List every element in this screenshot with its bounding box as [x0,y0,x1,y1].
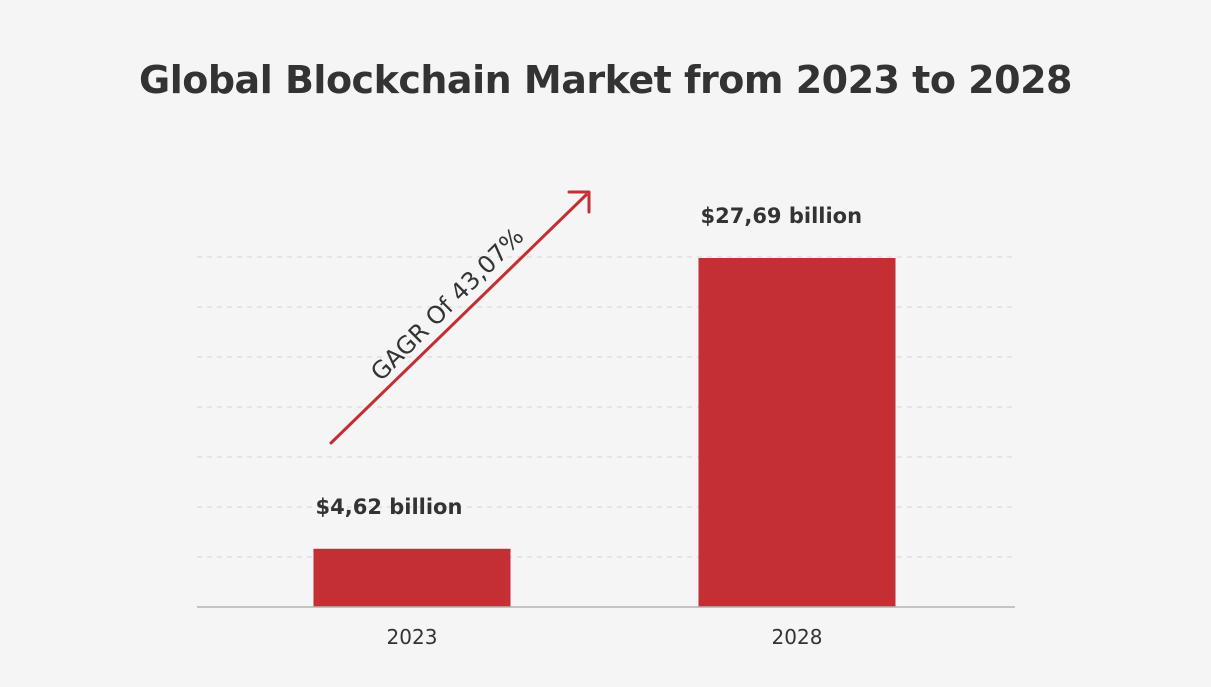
x-tick-label: 2023 [387,625,438,649]
bars [313,258,896,607]
x-tick-label: 2028 [772,625,823,649]
growth-arrow-head [567,190,591,214]
data-label: $27,69 billion [701,204,863,228]
growth-arrow-line [329,193,588,445]
data-label: $4,62 billion [316,495,463,519]
growth-annotation: GAGR Of 43,07% [329,190,591,445]
growth-annotation-label: GAGR Of 43,07% [365,222,529,386]
data-labels: $4,62 billion $27,69 billion [316,204,863,519]
chart-title: Global Blockchain Market from 2023 to 20… [139,58,1072,102]
bar-2028 [698,258,896,607]
bar-2023 [313,548,511,607]
x-tick-labels: 2023 2028 [387,625,823,649]
